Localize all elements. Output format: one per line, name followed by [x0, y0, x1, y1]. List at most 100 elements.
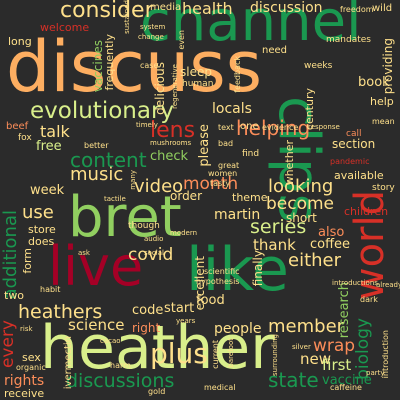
word-find: find	[242, 149, 260, 159]
word-frequently: frequently	[103, 34, 116, 91]
word-order: order	[170, 189, 202, 203]
word-coffee: coffee	[310, 237, 351, 252]
word-though: though	[128, 221, 160, 231]
word-discussion: discussion	[250, 0, 323, 16]
word-tasty: tasty	[210, 179, 231, 188]
word-plus: plus	[150, 337, 208, 370]
word-talk: talk	[40, 122, 70, 141]
word-clips: clips	[266, 96, 331, 223]
word-ask: ask	[78, 249, 90, 257]
word-vaccine: vaccine	[322, 373, 372, 388]
word-tactile: tactile	[104, 195, 126, 203]
word-please: please	[197, 124, 212, 167]
word-first: first	[322, 356, 352, 374]
word-great: great	[218, 161, 240, 170]
word-freedom: freedom	[340, 5, 374, 14]
word-evolutionary: evolutionary	[30, 98, 175, 124]
word-mean: mean	[372, 117, 395, 126]
word-short: short	[286, 211, 317, 225]
word-better: better	[84, 141, 109, 150]
word-content: content	[70, 148, 147, 172]
word-wild: wild	[372, 3, 393, 14]
word-live: live	[48, 235, 144, 298]
word-finally: finally	[251, 250, 265, 287]
word-bad: bad	[218, 139, 234, 148]
word-sleep: sleep	[180, 65, 212, 79]
word-weeks: weeks	[304, 61, 333, 71]
word-video: video	[134, 176, 184, 197]
word-either: either	[288, 250, 342, 271]
word-risk: risk	[20, 325, 33, 333]
word-science: science	[68, 316, 125, 334]
word-current: current	[211, 340, 220, 369]
word-children: children	[344, 205, 389, 218]
word-one: one	[240, 121, 259, 132]
word-state: state	[268, 368, 319, 392]
word-human: human	[182, 79, 214, 89]
word-music: music	[70, 164, 124, 185]
word-whether: whether	[283, 140, 296, 186]
word-many: many	[129, 170, 137, 190]
word-modern: modern	[170, 229, 198, 237]
word-change: change	[138, 33, 164, 41]
word-receive: receive	[4, 387, 45, 400]
word-barefoot: barefoot	[227, 338, 235, 368]
word-even: even	[177, 30, 186, 50]
word-research: research	[337, 282, 352, 339]
word-already: already	[376, 281, 400, 289]
word-additional: additional	[0, 210, 21, 300]
word-habit: habit	[40, 285, 61, 294]
word-consider: consider	[60, 0, 154, 23]
word-beef: beef	[6, 121, 29, 132]
word-regenerative: regenerative	[171, 64, 179, 109]
word-call: call	[346, 129, 362, 139]
word-media: media	[150, 2, 182, 13]
word-silver: silver	[292, 343, 311, 351]
word-form: form	[21, 248, 34, 274]
word-hypothesis: hypothesis	[196, 277, 240, 286]
word-caffeine: caffeine	[330, 383, 362, 392]
word-sex: sex	[22, 351, 41, 364]
word-covid: covid	[128, 245, 174, 265]
word-every: every	[0, 320, 18, 369]
word-people: people	[214, 321, 262, 337]
word-mushrooms: mushrooms	[150, 139, 192, 147]
word-organic: organic	[16, 363, 46, 372]
word-case: case	[140, 61, 159, 70]
word-welcome: welcome	[40, 21, 90, 34]
word-fox: fox	[18, 133, 32, 143]
word-help: help	[370, 95, 394, 108]
word-also: also	[318, 225, 345, 240]
word-need: need	[262, 45, 287, 56]
word-store: store	[28, 223, 56, 236]
word-wrap: wrap	[313, 336, 356, 356]
word-thank: thank	[253, 236, 296, 254]
word-pandemic: pandemic	[330, 157, 370, 166]
word-check: check	[150, 149, 189, 164]
word-gold: gold	[148, 387, 166, 396]
word-feedback: feedback	[233, 56, 242, 93]
word-section: section	[332, 137, 376, 151]
word-scientific: scientific	[204, 267, 240, 276]
word-member: member	[268, 316, 345, 337]
word-week: week	[30, 183, 65, 198]
word-medical: medical	[204, 383, 236, 392]
word-rights: rights	[4, 373, 45, 389]
word-system: system	[140, 23, 166, 31]
word-text: text	[218, 123, 234, 132]
word-start: start	[164, 301, 195, 316]
word-does: does	[28, 235, 55, 248]
word-years: years	[176, 317, 196, 325]
word-theme: theme	[232, 191, 268, 204]
word-dark: dark	[360, 295, 378, 304]
word-bret: bret	[68, 185, 182, 250]
word-right: right	[132, 321, 161, 335]
word-cacao: cacao	[100, 337, 121, 345]
word-evidence: evidence	[262, 123, 299, 132]
word-martin: martin	[214, 207, 261, 223]
word-discussions: discussions	[66, 370, 175, 392]
word-use: use	[22, 202, 54, 223]
word-channel: channel	[140, 0, 362, 54]
word-new: new	[300, 350, 332, 368]
